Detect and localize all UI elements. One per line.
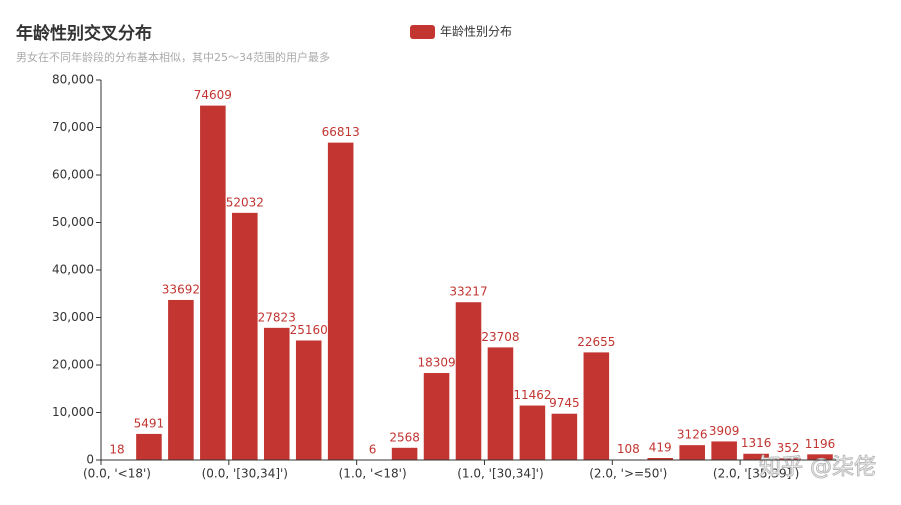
bar [775,458,801,460]
x-tick-label: (0.0, '<18') [83,467,151,481]
bar [519,405,546,460]
y-tick-label: 0 [86,453,94,467]
y-tick-label: 10,000 [52,405,94,419]
bar [583,352,610,460]
y-tick-label: 50,000 [52,215,94,229]
bar [232,212,258,460]
value-label: 27823 [258,310,296,324]
bar [263,327,290,460]
bar [455,302,482,460]
bar [551,413,578,460]
watermark: 知乎 @柒佬 [759,455,876,480]
value-label: 25160 [290,323,328,337]
value-label: 23708 [481,330,519,344]
bar [391,447,418,460]
value-label: 74609 [194,88,232,102]
value-label: 52032 [226,195,264,209]
x-tick-label: (2.0, '>=50') [589,467,667,481]
value-label: 3126 [677,428,708,442]
x-tick-label: (1.0, '[30,34]') [457,467,543,481]
value-label: 22655 [577,335,615,349]
bar [711,441,737,460]
chart-subtitle: 男女在不同年龄段的分布基本相似，其中25～34范围的用户最多 [16,50,330,64]
value-label: 3909 [709,424,740,438]
legend-swatch [410,25,435,39]
value-label: 352 [777,441,800,455]
x-tick-label: (1.0, '<18') [339,467,407,481]
bar [136,433,162,460]
value-label: 5491 [134,416,165,430]
legend-label: 年龄性别分布 [440,25,512,39]
value-label: 419 [649,441,672,455]
bar [168,299,194,460]
bar [487,347,514,460]
x-tick-label: (0.0, '[30,34]') [202,467,288,481]
value-label: 11462 [513,388,551,402]
value-label: 33217 [449,285,487,299]
value-label: 1196 [805,437,836,451]
x-tick-label: (2.0, '[35,39]') [713,467,799,481]
bar [807,454,833,460]
value-label: 18 [109,442,124,456]
y-tick-label: 40,000 [52,263,94,277]
value-label: 1316 [741,436,772,450]
value-label: 18309 [417,356,455,370]
y-tick-label: 30,000 [52,310,94,324]
value-label: 9745 [549,396,580,410]
y-tick-label: 20,000 [52,358,94,372]
bar [423,373,450,460]
bar [200,105,226,461]
value-label: 6 [369,442,377,456]
value-label: 2568 [389,430,420,444]
value-label: 33692 [162,282,200,296]
bar [295,340,322,460]
bar [679,445,705,460]
bar [327,142,354,460]
value-label: 108 [617,442,640,456]
bar [743,453,769,460]
value-label: 66813 [322,125,360,139]
bar [647,458,674,460]
y-tick-label: 60,000 [52,168,94,182]
chart-title: 年龄性别交叉分布 [16,23,152,44]
y-tick-label: 70,000 [52,120,94,134]
y-tick-label: 80,000 [52,73,94,87]
